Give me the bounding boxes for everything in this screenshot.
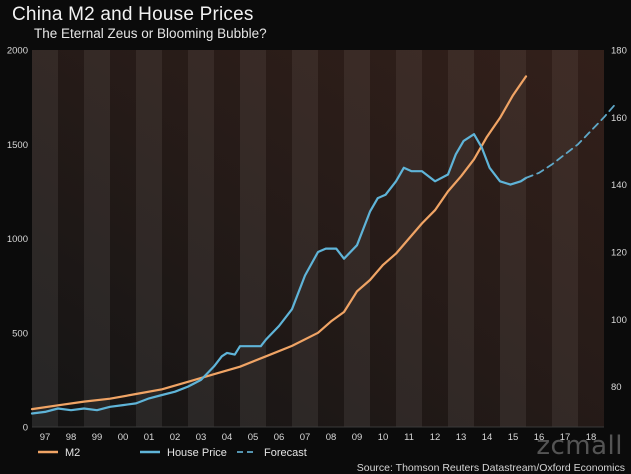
x-tick-label: 01 (144, 432, 155, 443)
x-axis-ticks: 97 98 99 00 01 02 03 04 05 06 07 08 09 10 11 12 13 14 15 16… (40, 432, 597, 443)
legend-label: House Price (167, 447, 227, 459)
right-tick-label: 100 (611, 315, 627, 326)
x-tick-label: 07 (300, 432, 311, 443)
x-tick-label: 03 (196, 432, 207, 443)
x-tick-label: 09 (352, 432, 363, 443)
right-tick-label: 80 (611, 382, 622, 393)
right-tick-label: 160 (611, 113, 627, 124)
x-tick-label: 06 (274, 432, 285, 443)
series-lines (30, 75, 618, 415)
x-tick-label: 00 (118, 432, 129, 443)
x-tick-label: 99 (92, 432, 103, 443)
background-tint (32, 50, 604, 428)
source-note: Source: Thomson Reuters Datastream/Oxfor… (356, 462, 625, 474)
x-tick-label: 14 (482, 432, 493, 443)
legend: M2 House Price Forecast (38, 447, 307, 459)
x-tick-label: 05 (248, 432, 259, 443)
left-axis-ticks: 0 500 1000 1500 2000 (7, 46, 28, 434)
watermark: zcmall (536, 431, 623, 461)
legend-label: Forecast (264, 447, 307, 459)
right-tick-label: 140 (611, 180, 627, 191)
chart-title: China M2 and House Prices (12, 4, 254, 25)
right-tick-label: 120 (611, 247, 627, 258)
tint-overlay (32, 50, 604, 427)
chart-subtitle: The Eternal Zeus or Blooming Bubble? (34, 26, 267, 41)
x-tick-label: 15 (508, 432, 519, 443)
x-tick-label: 16 (534, 432, 545, 443)
x-tick-label: 17 (560, 432, 571, 443)
x-tick-label: 10 (378, 432, 389, 443)
left-tick-label: 2000 (7, 46, 28, 57)
x-tick-label: 18 (586, 432, 597, 443)
legend-label: M2 (65, 447, 80, 459)
x-tick-label: 98 (66, 432, 77, 443)
left-tick-label: 0 (23, 423, 28, 434)
x-tick-label: 97 (40, 432, 51, 443)
x-tick-label: 02 (170, 432, 181, 443)
left-tick-label: 1000 (7, 234, 28, 245)
x-tick-label: 11 (404, 432, 414, 443)
x-tick-label: 08 (326, 432, 337, 443)
x-tick-label: 12 (430, 432, 441, 443)
x-tick-label: 04 (222, 432, 233, 443)
left-tick-label: 500 (12, 328, 28, 339)
right-tick-label: 180 (611, 46, 627, 57)
series-line-m2 (30, 75, 528, 411)
left-tick-label: 1500 (7, 140, 28, 151)
series-line-forecast (525, 101, 618, 179)
series-line-house-price (30, 133, 528, 415)
right-axis-ticks: 80 100 120 140 160 180 (611, 46, 627, 394)
x-tick-label: 13 (456, 432, 467, 443)
